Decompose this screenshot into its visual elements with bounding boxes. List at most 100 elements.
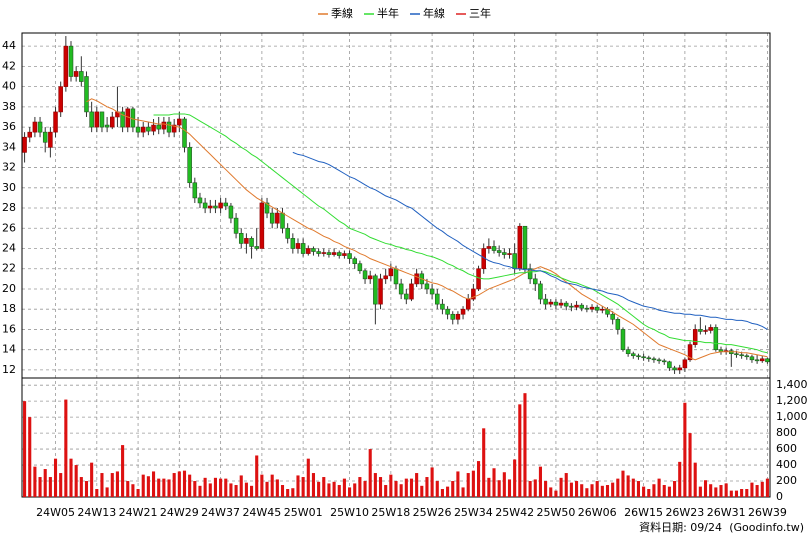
volume-bar <box>353 483 357 497</box>
volume-bar <box>244 482 248 497</box>
volume-bar <box>337 485 341 497</box>
volume-bar <box>673 481 677 497</box>
volume-bar <box>719 485 723 497</box>
candle-body <box>651 358 657 361</box>
volume-bar <box>260 474 264 497</box>
x-tick-label: 24W29 <box>160 506 199 519</box>
volume-bar <box>167 479 171 497</box>
volume-bar <box>378 477 383 497</box>
volume-bar <box>162 478 166 497</box>
y-tick-label: 34 <box>2 140 16 153</box>
y-tick-label: 14 <box>2 343 16 356</box>
volume-bar <box>461 487 465 497</box>
y-tick-label: 38 <box>2 100 16 113</box>
volume-bar <box>724 483 728 497</box>
footer-date: 資料日期: 09/24 <box>639 520 722 534</box>
candle-body <box>574 304 579 308</box>
x-tick-label: 24W45 <box>242 506 281 519</box>
volume-bar <box>523 393 527 497</box>
volume-bar <box>585 488 589 497</box>
candle-body <box>589 306 595 310</box>
candle-body <box>316 251 321 254</box>
volume-bar <box>229 483 233 497</box>
candle-body <box>414 273 419 285</box>
y-tick-label: 22 <box>2 262 16 275</box>
candle-body <box>749 356 755 361</box>
candle-body <box>264 202 270 214</box>
volume-bar <box>430 467 434 497</box>
candle-body <box>615 319 621 330</box>
candle-body <box>357 263 363 272</box>
candle-body <box>460 308 466 315</box>
volume-bar <box>95 489 99 497</box>
volume-bar <box>590 484 594 497</box>
candle-body <box>409 283 414 300</box>
y-tick-label: 32 <box>2 161 16 174</box>
volume-bar <box>446 486 450 497</box>
candle-body <box>367 275 373 280</box>
candle-body <box>58 86 63 113</box>
volume-bar <box>146 476 150 497</box>
candle-body <box>631 353 636 357</box>
volume-bar <box>518 404 522 497</box>
volume-bar <box>575 481 579 497</box>
candle-body <box>533 278 538 285</box>
volume-bar <box>703 480 708 497</box>
volume-bar <box>208 483 212 497</box>
candle-body <box>708 327 713 331</box>
volume-tick-label: 0 <box>776 490 783 503</box>
candle-body <box>713 327 719 350</box>
volume-bar <box>616 478 620 497</box>
volume-bar <box>33 466 37 497</box>
candle-body <box>177 118 182 126</box>
volume-bar <box>332 481 336 497</box>
candle-body <box>579 304 584 309</box>
candle-body <box>703 330 708 332</box>
candle-body <box>507 253 512 255</box>
candle-body <box>233 217 239 234</box>
volume-bar <box>507 479 512 497</box>
volume-bar <box>734 490 739 497</box>
candle-body <box>739 354 744 357</box>
volume-bar <box>224 478 228 497</box>
volume-bar <box>740 489 744 497</box>
volume-bar <box>420 485 424 497</box>
volume-bar <box>698 486 702 497</box>
candle-body <box>558 302 564 306</box>
candle-body <box>754 359 760 362</box>
candle-body <box>760 358 765 362</box>
candle-body <box>476 268 481 290</box>
candle-body <box>445 308 450 315</box>
candle-body <box>311 248 316 252</box>
volume-bar <box>528 481 532 497</box>
volume-bar <box>317 481 321 497</box>
volume-bar <box>605 485 610 497</box>
candle-body <box>765 358 770 363</box>
candle-body <box>156 124 161 130</box>
volume-bar <box>451 481 455 497</box>
x-tick-label: 26W31 <box>707 506 746 519</box>
x-tick-label: 25W42 <box>495 506 534 519</box>
candle-body <box>672 367 677 371</box>
candle-body <box>682 359 688 369</box>
candle-body <box>398 283 404 295</box>
volume-bar <box>533 479 537 497</box>
candle-body <box>734 353 739 356</box>
volume-bar <box>239 475 243 497</box>
candle-body <box>249 238 254 247</box>
volume-bar <box>497 480 501 497</box>
candle-body <box>68 45 74 77</box>
candle-body <box>729 350 734 355</box>
candle-body <box>548 301 554 305</box>
candle-body <box>32 121 38 133</box>
ma-line <box>292 151 768 330</box>
x-tick-label: 25W01 <box>284 506 323 519</box>
volume-bar <box>729 490 733 497</box>
y-tick-label: 24 <box>2 241 16 254</box>
candle-body <box>269 212 275 224</box>
volume-bar <box>435 481 439 497</box>
candle-body <box>208 205 213 209</box>
candle-body <box>171 124 177 133</box>
